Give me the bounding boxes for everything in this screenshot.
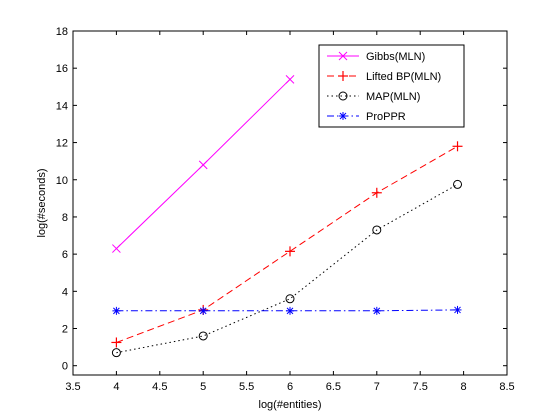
x-tick-label: 8	[461, 381, 467, 393]
data-point	[285, 246, 295, 257]
data-point	[452, 141, 463, 152]
series-line	[116, 183, 458, 354]
data-point	[371, 187, 382, 198]
data-point	[198, 160, 208, 170]
y-tick-label: 16	[56, 63, 68, 75]
data-point	[453, 305, 462, 314]
axis-ticks: 3.5 4 4.5 5 5.5 6 6.5 7 7.5 8 8.5 0 2 4 6 8 10 12 14 16 18	[56, 26, 515, 393]
legend-label: MAP(MLN)	[366, 91, 420, 103]
data-point	[372, 225, 382, 235]
x-tick-label: 8.5	[499, 381, 514, 393]
legend: Gibbs(MLN) Lifted BP(MLN) MAP(MLN) ProPPR	[318, 44, 465, 128]
x-tick-label: 6.5	[326, 381, 341, 393]
legend-label: ProPPR	[366, 111, 406, 123]
y-tick-label: 14	[56, 100, 68, 112]
data-point	[453, 179, 463, 189]
data-point	[285, 294, 295, 304]
y-tick-label: 8	[62, 212, 68, 224]
data-point	[112, 244, 121, 253]
series-layer	[111, 74, 463, 358]
series-group	[111, 179, 463, 358]
y-tick-label: 0	[62, 361, 68, 373]
data-point	[198, 331, 208, 341]
data-point	[286, 306, 294, 315]
legend-marker	[338, 51, 348, 61]
series-group	[112, 74, 295, 253]
data-point	[372, 306, 381, 315]
x-tick-label: 7	[374, 381, 380, 393]
series-group	[112, 305, 462, 315]
x-axis-label: log(#entities)	[259, 399, 322, 411]
legend-label: Gibbs(MLN)	[366, 51, 425, 63]
y-tick-label: 12	[56, 138, 68, 150]
y-axis-label: log(#seconds)	[36, 168, 48, 237]
data-point	[112, 306, 121, 315]
x-tick-label: 5	[200, 381, 206, 393]
legend-item: Gibbs(MLN)	[327, 51, 425, 63]
data-point	[199, 306, 208, 315]
legend-marker	[338, 71, 348, 81]
data-point	[285, 74, 295, 84]
legend-item: ProPPR	[327, 111, 406, 123]
x-tick-label: 5.5	[239, 381, 254, 393]
y-tick-label: 4	[62, 286, 68, 298]
y-tick-label: 6	[62, 249, 68, 261]
x-tick-label: 4.5	[152, 381, 167, 393]
legend-item: MAP(MLN)	[327, 91, 420, 103]
y-tick-label: 2	[62, 324, 68, 336]
x-tick-label: 4	[113, 381, 119, 393]
data-point	[111, 348, 121, 358]
data-point	[111, 337, 122, 348]
legend-label: Lifted BP(MLN)	[366, 71, 441, 83]
series-line	[116, 145, 458, 343]
x-tick-label: 6	[287, 381, 293, 393]
x-tick-label: 3.5	[65, 381, 80, 393]
legend-marker	[338, 91, 348, 101]
legend-item: Lifted BP(MLN)	[327, 71, 441, 83]
y-tick-label: 18	[56, 26, 68, 38]
y-tick-label: 10	[56, 175, 68, 187]
legend-marker	[339, 112, 347, 120]
x-tick-label: 7.5	[413, 381, 428, 393]
